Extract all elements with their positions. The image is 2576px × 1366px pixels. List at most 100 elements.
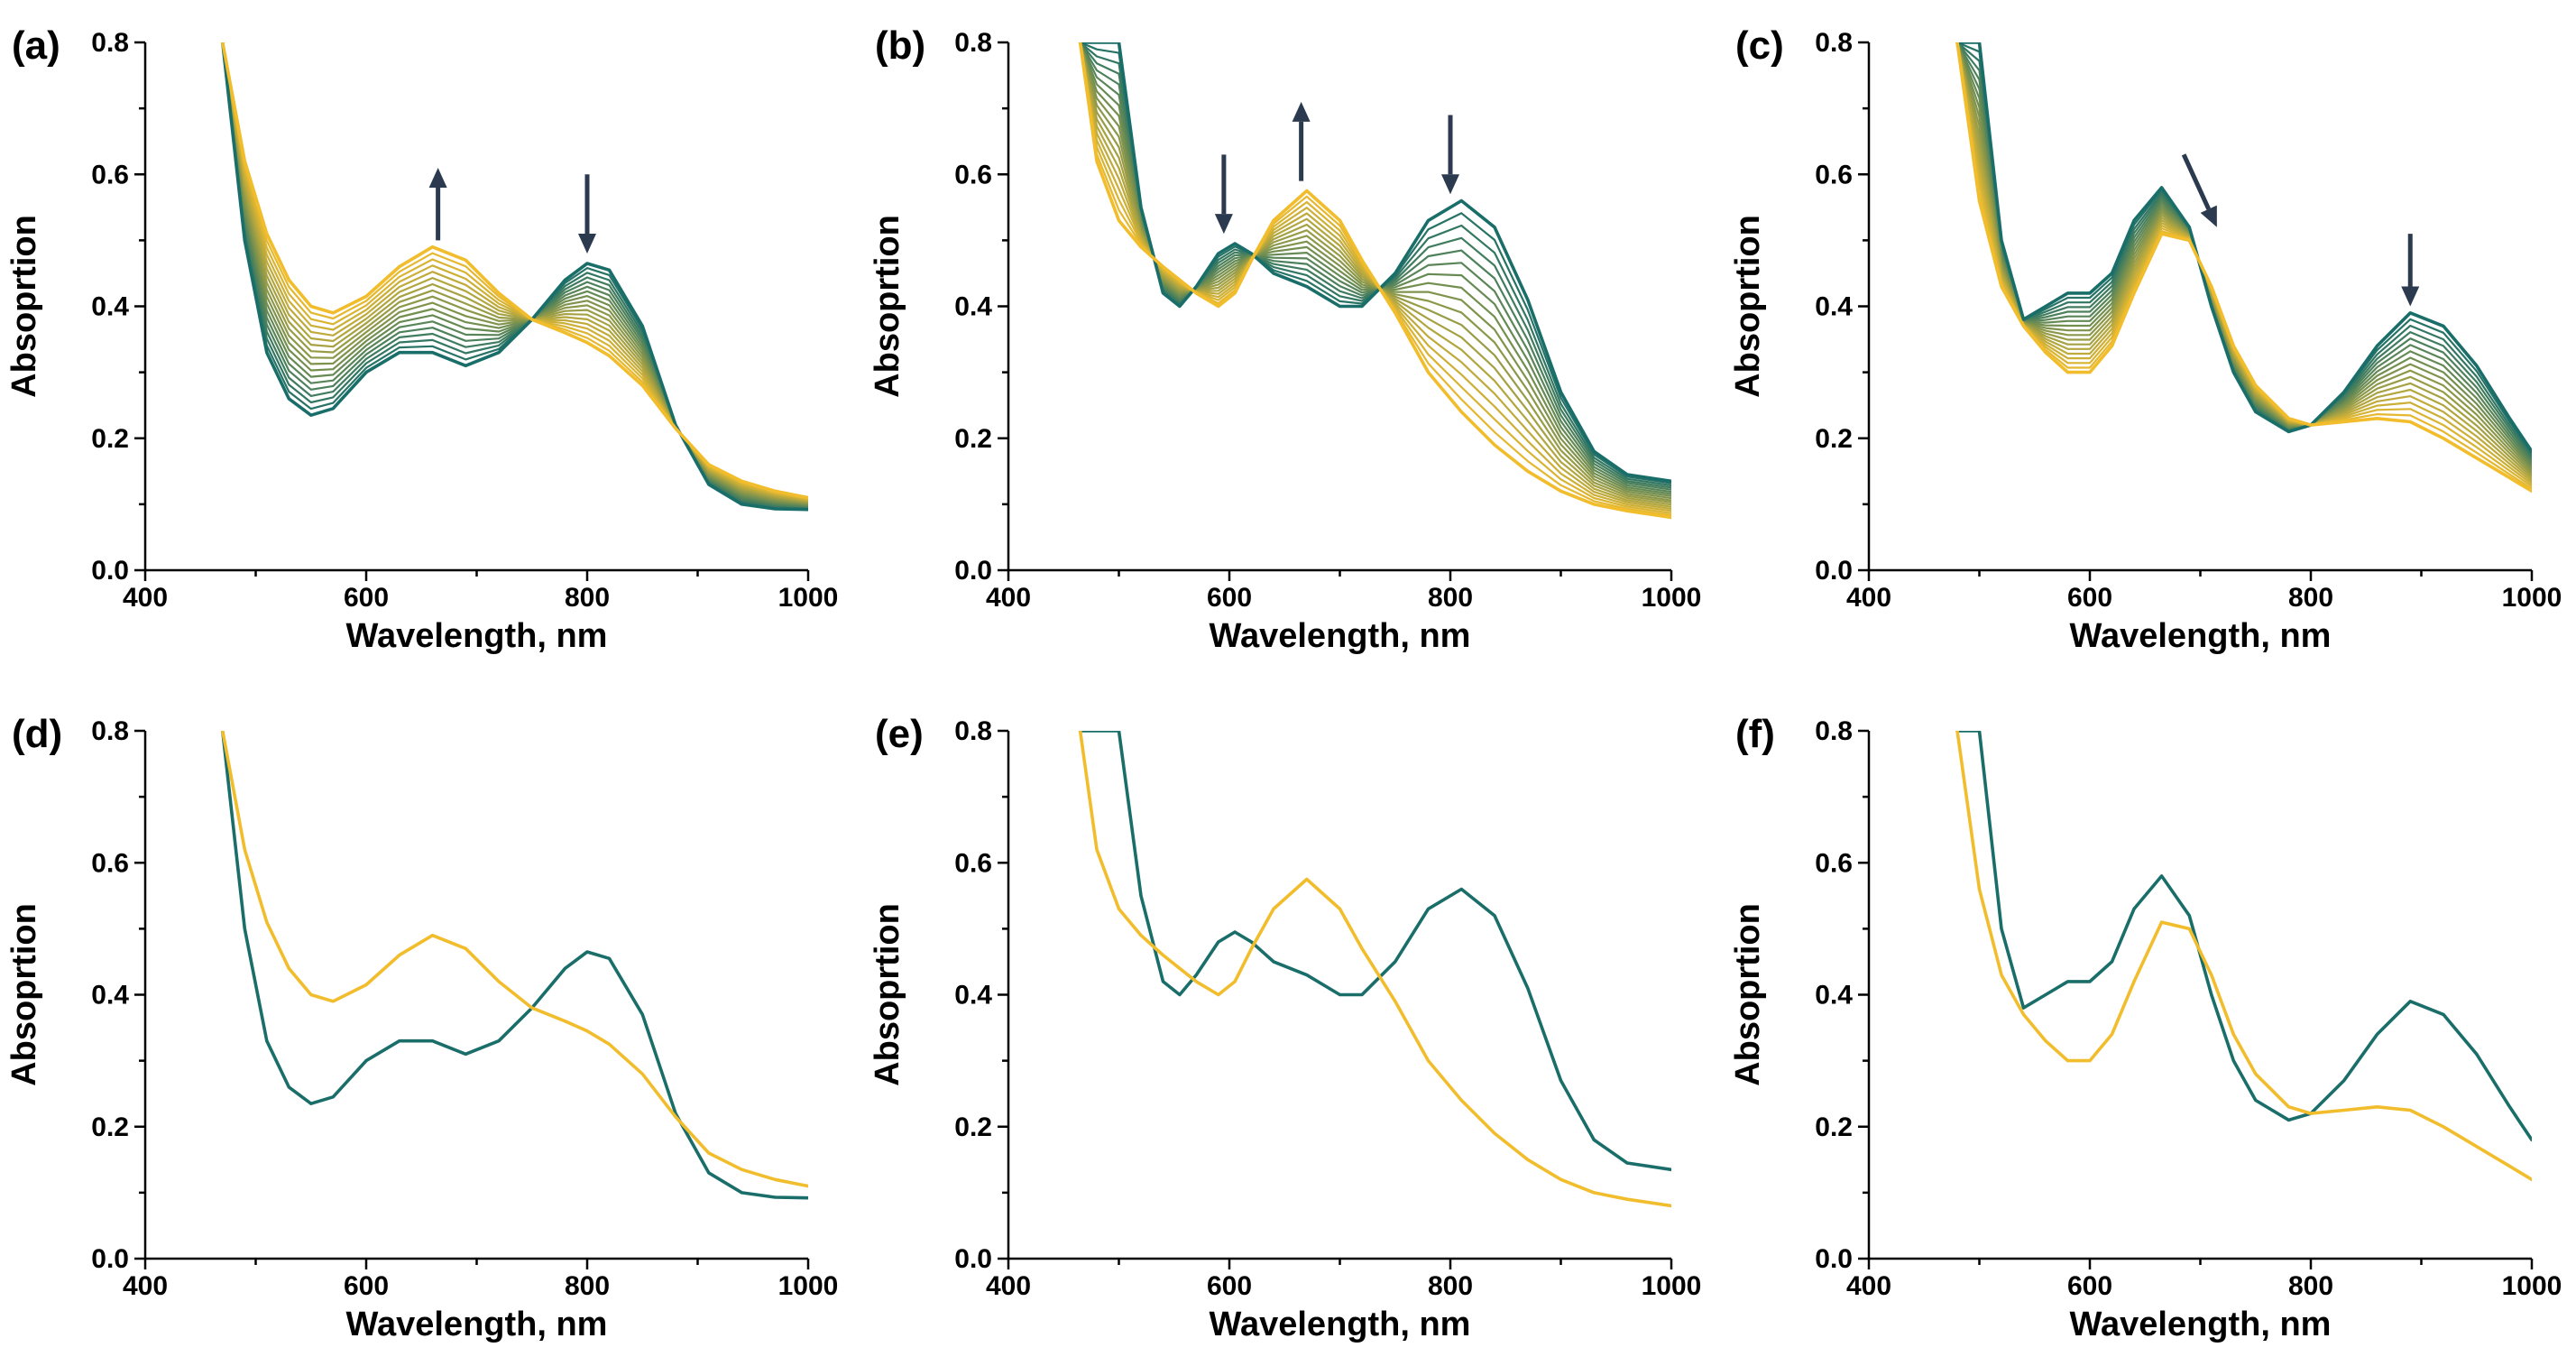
x-tick-label: 800 bbox=[565, 583, 610, 613]
intermediate-series-line bbox=[1955, 42, 2532, 476]
intermediate-series-line bbox=[1955, 42, 2532, 462]
panel-f: 400 600 800 1000 0.0 0.2 0.4 0.6 0.8 Wavelength, … bbox=[1729, 712, 2562, 1343]
y-tick-label: 0.0 bbox=[1815, 556, 1853, 586]
x-axis-title: Wavelength, nm bbox=[1210, 617, 1471, 655]
intermediate-series-line bbox=[1955, 42, 2532, 469]
x-axis-title: Wavelength, nm bbox=[346, 617, 608, 655]
y-tick-label: 0.0 bbox=[91, 556, 129, 586]
x-axis-title: Wavelength, nm bbox=[1210, 1306, 1471, 1343]
intermediate-series-line bbox=[1079, 42, 1671, 489]
x-tick-label: 600 bbox=[344, 583, 389, 613]
series-group bbox=[1078, 731, 1671, 1208]
x-tick-label: 800 bbox=[1428, 1271, 1473, 1301]
trend-arrow bbox=[578, 174, 596, 254]
x-tick-label: 600 bbox=[2067, 583, 2112, 613]
intermediate-series-line bbox=[1955, 42, 2532, 483]
y-tick-label: 0.8 bbox=[954, 716, 992, 746]
x-axis-title: Wavelength, nm bbox=[346, 1306, 608, 1343]
x-tick-label: 400 bbox=[123, 583, 168, 613]
intermediate-series-line bbox=[1079, 42, 1671, 485]
intermediate-series-line bbox=[1955, 42, 2532, 466]
trend-arrow bbox=[1214, 154, 1233, 235]
intermediate-series-line bbox=[221, 42, 808, 501]
x-tick-label: 1000 bbox=[778, 1271, 839, 1301]
panel-c: 400 600 800 1000 0.0 0.2 0.4 0.6 0.8 Wavelength, … bbox=[1729, 23, 2562, 655]
y-tick-label: 0.0 bbox=[954, 556, 992, 586]
y-axis-title: Absoprtion bbox=[869, 215, 906, 398]
trend-arrow bbox=[1292, 101, 1311, 181]
x-tick-label: 1000 bbox=[1642, 1271, 1702, 1301]
y-axis-title: Absoprtion bbox=[1729, 215, 1767, 398]
intermediate-series-line bbox=[221, 42, 808, 511]
intermediate-series-line bbox=[221, 42, 808, 502]
panel-label: (e) bbox=[875, 712, 924, 756]
intermediate-series-line bbox=[1955, 42, 2532, 485]
intermediate-series-line bbox=[1955, 42, 2532, 478]
y-tick-label: 0.4 bbox=[91, 981, 129, 1011]
y-tick-label: 0.8 bbox=[1815, 716, 1853, 746]
series-line-final bbox=[1078, 42, 1671, 520]
intermediate-series-line bbox=[1955, 42, 2532, 490]
y-tick-label: 0.2 bbox=[1815, 424, 1853, 454]
x-tick-label: 400 bbox=[1846, 583, 1891, 613]
series-line-initial bbox=[1955, 731, 2532, 1142]
intermediate-series-line bbox=[1955, 42, 2532, 460]
trend-arrow bbox=[2181, 153, 2217, 227]
trend-arrow bbox=[2401, 234, 2420, 307]
y-tick-label: 0.2 bbox=[1815, 1112, 1853, 1142]
x-tick-label: 400 bbox=[986, 583, 1031, 613]
panel-e: 400 600 800 1000 0.0 0.2 0.4 0.6 0.8 Wavelength, … bbox=[869, 712, 1701, 1343]
panel-label: (a) bbox=[12, 23, 60, 68]
y-tick-label: 0.4 bbox=[954, 292, 992, 322]
panel-d: 400 600 800 1000 0.0 0.2 0.4 0.6 0.8 Wavelength, … bbox=[5, 712, 838, 1343]
series-line-final bbox=[221, 731, 808, 1188]
panel-label: (c) bbox=[1735, 23, 1784, 68]
x-tick-label: 800 bbox=[2288, 583, 2333, 613]
x-tick-label: 600 bbox=[344, 1271, 389, 1301]
series-line-initial bbox=[1078, 731, 1671, 1172]
series-group bbox=[221, 42, 808, 512]
x-tick-label: 400 bbox=[1846, 1271, 1891, 1301]
x-tick-label: 800 bbox=[2288, 1271, 2333, 1301]
y-axis-title: Absoprtion bbox=[5, 903, 43, 1086]
series-line-initial bbox=[221, 731, 808, 1200]
intermediate-series-line bbox=[221, 42, 808, 503]
intermediate-series-line bbox=[1079, 42, 1671, 487]
y-tick-label: 0.2 bbox=[91, 1112, 129, 1142]
y-tick-label: 0.4 bbox=[1815, 981, 1853, 1011]
y-tick-label: 0.8 bbox=[91, 28, 129, 58]
series-line-initial bbox=[1955, 42, 2532, 454]
y-tick-label: 0.6 bbox=[1815, 848, 1853, 878]
series-line-final bbox=[221, 42, 808, 500]
y-tick-label: 0.8 bbox=[954, 28, 992, 58]
intermediate-series-line bbox=[221, 42, 808, 504]
intermediate-series-line bbox=[1079, 42, 1671, 491]
x-tick-label: 1000 bbox=[2502, 583, 2562, 613]
x-tick-label: 600 bbox=[1207, 583, 1252, 613]
y-tick-label: 0.2 bbox=[954, 1112, 992, 1142]
x-tick-label: 400 bbox=[986, 1271, 1031, 1301]
y-tick-label: 0.6 bbox=[91, 160, 129, 189]
intermediate-series-line bbox=[221, 42, 808, 506]
intermediate-series-line bbox=[1079, 42, 1671, 494]
series-group bbox=[1955, 731, 2532, 1182]
y-tick-label: 0.0 bbox=[91, 1244, 129, 1274]
y-tick-label: 0.2 bbox=[91, 424, 129, 454]
intermediate-series-line bbox=[221, 42, 808, 501]
y-tick-label: 0.6 bbox=[954, 160, 992, 189]
y-tick-label: 0.6 bbox=[954, 848, 992, 878]
y-axis-title: Absoprtion bbox=[1729, 903, 1767, 1086]
x-tick-label: 1000 bbox=[778, 583, 839, 613]
x-tick-label: 800 bbox=[1428, 583, 1473, 613]
y-tick-label: 0.4 bbox=[1815, 292, 1853, 322]
intermediate-series-line bbox=[221, 42, 808, 509]
panel-label: (f) bbox=[1735, 712, 1775, 756]
intermediate-series-line bbox=[221, 42, 808, 507]
panel-a: 400 600 800 1000 0.0 0.2 0.4 0.6 0.8 Wavelength, … bbox=[5, 23, 838, 655]
series-group bbox=[221, 731, 808, 1200]
intermediate-series-line bbox=[221, 42, 808, 510]
y-axis-title: Absoprtion bbox=[869, 903, 906, 1086]
series-line-initial bbox=[1078, 42, 1671, 484]
series-line-final bbox=[1078, 731, 1671, 1208]
intermediate-series-line bbox=[221, 42, 808, 505]
